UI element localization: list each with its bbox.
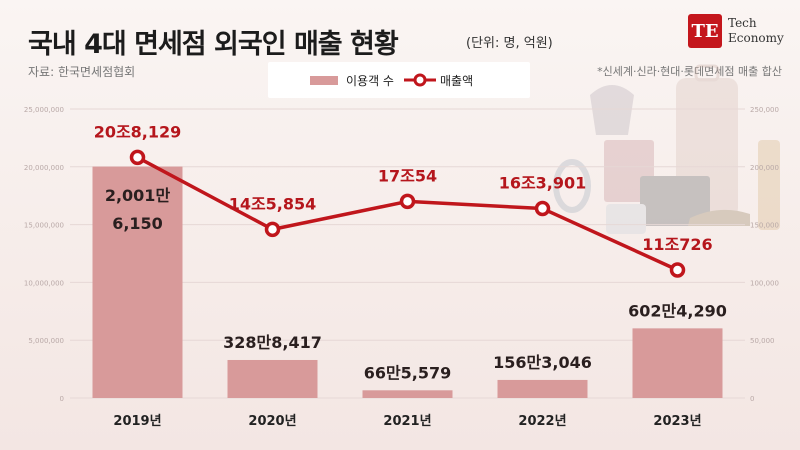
line-point [534, 200, 551, 217]
left-axis-tick-label: 20,000,000 [24, 164, 64, 172]
right-axis-tick-label: 50,000 [750, 337, 775, 345]
camera-icon [606, 204, 646, 234]
brand-logo: TE Tech Economy [688, 14, 784, 54]
right-axis-tick-label: 200,000 [750, 164, 779, 172]
bar [92, 166, 183, 398]
logo-line-2: Economy [728, 31, 784, 45]
shoe-icon [688, 209, 750, 226]
right-axis-tick-label: 150,000 [750, 222, 779, 230]
x-axis-tick-label: 2020년 [248, 414, 296, 429]
left-axis-tick-label: 10,000,000 [24, 279, 64, 287]
logo-mark-icon: TE [688, 14, 722, 48]
left-axis-tick-label: 25,000,000 [24, 106, 64, 114]
legend: 이용객 수 매출액 [268, 62, 530, 98]
legend-bar-swatch [310, 76, 338, 85]
bottle-icon [758, 140, 780, 230]
bar [497, 379, 588, 398]
perfume-box-icon [604, 140, 654, 202]
chart-title: 국내 4대 면세점 외국인 매출 현황 [28, 29, 399, 60]
right-axis-tick-label: 100,000 [750, 279, 779, 287]
line-data-label: 11조726 [642, 235, 712, 254]
suitcase-icon [676, 78, 738, 218]
bar-data-label: 156만3,046 [493, 353, 592, 372]
right-axis-tick-label: 250,000 [750, 106, 779, 114]
bar-data-label: 328만8,417 [223, 333, 322, 352]
footnote: *신세계·신라·현대·롯데면세점 매출 합산 [597, 65, 782, 78]
bar-data-label: 602만4,290 [628, 301, 727, 320]
left-axis-tick-label: 15,000,000 [24, 222, 64, 230]
line-data-label: 17조54 [378, 166, 437, 185]
bar-data-label: 6,150 [112, 214, 163, 233]
bar [632, 328, 723, 398]
source-note: 자료: 한국면세점협회 [28, 65, 136, 79]
legend-line-label: 매출액 [440, 74, 474, 88]
x-axis-tick-label: 2022년 [518, 414, 566, 429]
bar [362, 390, 453, 398]
legend-bar-label: 이용객 수 [346, 74, 394, 88]
x-axis-tick-label: 2021년 [383, 414, 431, 429]
right-axis-tick-label: 0 [750, 395, 754, 403]
logo-line-1: Tech [728, 16, 757, 30]
suitcase-handle-icon [694, 64, 720, 82]
bar [227, 359, 318, 398]
necklace-bust-icon [590, 85, 634, 135]
bar-data-label: 66만5,579 [364, 363, 452, 382]
logo-text: Tech Economy [728, 16, 784, 46]
line-data-label: 16조3,901 [499, 174, 587, 193]
x-axis-tick-label: 2023년 [653, 414, 701, 429]
legend-line-swatch [404, 73, 436, 87]
x-axis-tick-label: 2019년 [113, 414, 161, 429]
headphones-icon [553, 159, 591, 213]
bar-data-label: 2,001만 [105, 186, 171, 205]
left-axis-tick-label: 5,000,000 [28, 337, 64, 345]
unit-note: (단위: 명, 억원) [466, 36, 553, 51]
line-point [264, 221, 281, 238]
line-data-label: 20조8,129 [94, 122, 182, 141]
line-data-label: 14조5,854 [229, 194, 317, 213]
line-point [399, 193, 416, 210]
line-point [129, 149, 146, 166]
handbag-icon [640, 176, 710, 226]
line-point [669, 262, 686, 278]
left-axis-tick-label: 0 [60, 395, 64, 403]
